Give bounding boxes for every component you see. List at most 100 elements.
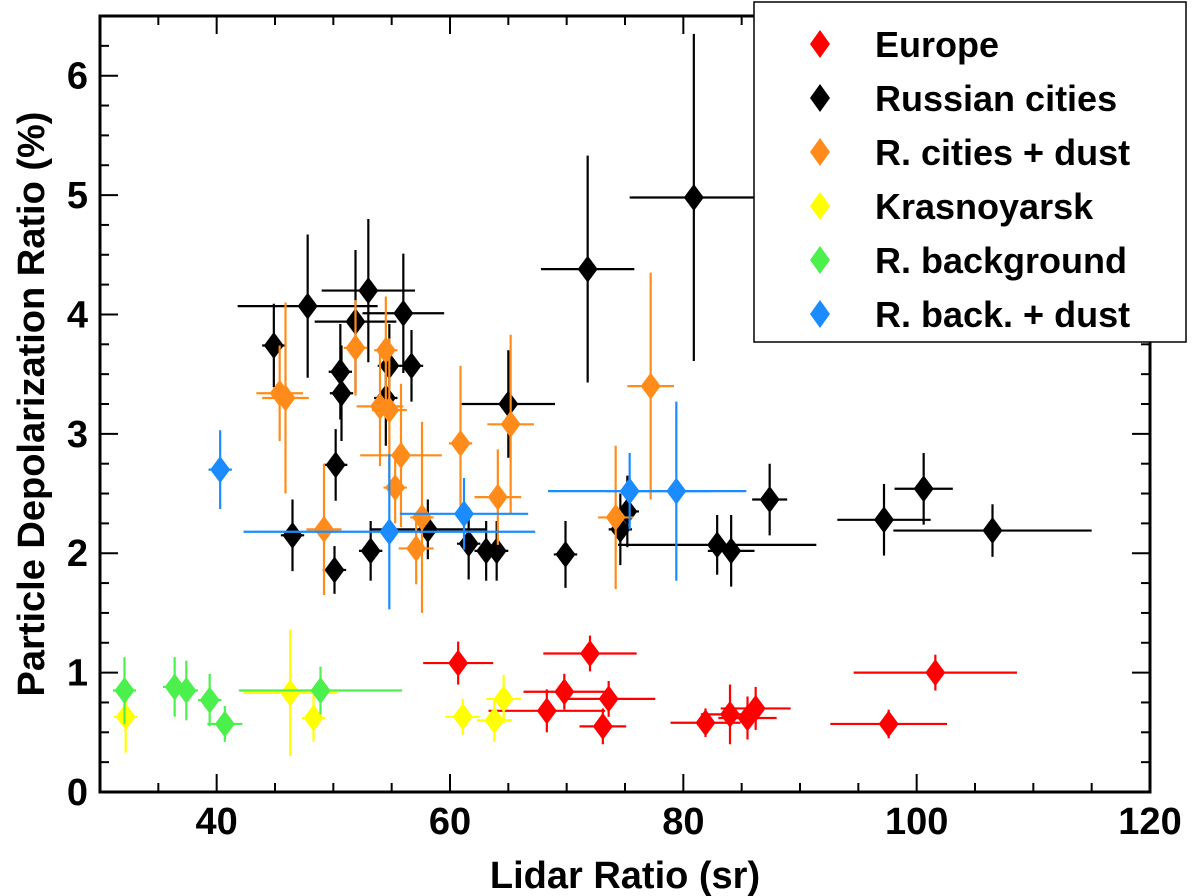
data-point [379, 518, 400, 546]
data-point [493, 685, 514, 713]
data-point [375, 336, 396, 364]
x-tick-label: 40 [196, 801, 238, 843]
legend-item: R. back. + dust [810, 294, 1130, 335]
data-point [401, 352, 422, 380]
data-point [874, 506, 894, 534]
x-tick-label: 100 [885, 801, 948, 843]
data-point [303, 704, 324, 732]
legend-marker [810, 246, 830, 274]
data-point [385, 474, 406, 502]
legend-item: R. background [810, 240, 1127, 281]
legend-label: Krasnoyarsk [875, 186, 1094, 227]
data-point [358, 277, 379, 305]
data-point [379, 396, 400, 424]
data-point [498, 390, 519, 418]
x-tick-label: 80 [662, 801, 704, 843]
data-point [878, 710, 899, 738]
y-tick-label: 2 [67, 533, 88, 575]
legend-marker [810, 192, 830, 220]
plot-area [112, 33, 1092, 757]
data-point [210, 456, 231, 484]
data-point [925, 659, 946, 687]
data-point [314, 515, 334, 543]
legend-item: Russian cities [810, 78, 1117, 119]
series-r-cities-dust [256, 272, 674, 613]
data-point [500, 410, 521, 438]
data-point [331, 379, 352, 407]
data-point [487, 483, 508, 511]
series-krasnoyarsk [114, 629, 522, 757]
data-point [605, 503, 626, 531]
data-point [484, 706, 505, 734]
data-point [391, 441, 411, 469]
legend-marker [810, 30, 830, 58]
x-tick-label: 120 [1118, 801, 1181, 843]
data-point [555, 540, 576, 568]
data-point [360, 537, 381, 565]
data-point [536, 697, 557, 725]
data-point [554, 678, 575, 706]
legend-marker [810, 300, 830, 328]
data-point [325, 451, 346, 479]
data-point [913, 475, 934, 503]
data-point [759, 486, 780, 514]
data-point [640, 372, 661, 400]
legend-item: R. cities + dust [810, 132, 1130, 173]
y-tick-label: 1 [67, 653, 88, 695]
data-point [345, 334, 366, 362]
x-tick-label: 60 [429, 801, 471, 843]
data-point [297, 292, 318, 320]
data-point [458, 530, 479, 558]
data-point [592, 712, 613, 740]
data-point [330, 358, 351, 386]
data-point [280, 679, 301, 707]
data-point [452, 703, 473, 731]
data-point [393, 299, 414, 327]
data-point [412, 503, 432, 531]
data-point [454, 500, 474, 528]
series-r-back-dust [208, 401, 747, 610]
data-point [580, 640, 600, 668]
data-point [666, 477, 687, 505]
y-tick-label: 4 [67, 294, 88, 336]
data-point [721, 537, 742, 565]
data-point [695, 709, 716, 737]
data-point [115, 703, 136, 731]
axes: 40 60 80 100 120 0 1 2 3 4 5 6 [67, 15, 1182, 843]
legend: Europe Russian cities R. cities + dust Kras… [753, 1, 1187, 343]
legend-label: Russian cities [875, 78, 1117, 119]
legend-label: R. background [875, 240, 1127, 281]
y-tick-label: 5 [67, 175, 88, 217]
data-point [598, 685, 619, 713]
data-point [683, 183, 704, 211]
legend-marker [810, 138, 830, 166]
y-axis-title: Particle Depolarization Ratio (%) [11, 112, 53, 697]
legend-label: R. back. + dust [875, 294, 1130, 335]
data-point [275, 384, 296, 412]
legend-item: Krasnoyarsk [810, 186, 1094, 227]
data-point [745, 694, 766, 722]
data-point [214, 710, 235, 738]
data-point [176, 677, 197, 705]
data-point [263, 332, 284, 360]
data-point [199, 686, 220, 714]
y-tick-label: 0 [67, 772, 88, 814]
x-axis-title: Lidar Ratio (sr) [490, 855, 760, 896]
legend-label: Europe [875, 24, 999, 65]
data-point [982, 517, 1003, 545]
y-tick-label: 3 [67, 414, 88, 456]
legend-label: R. cities + dust [875, 132, 1130, 173]
data-point [577, 255, 598, 283]
y-tick-label: 6 [67, 56, 88, 98]
data-point [406, 534, 427, 562]
legend-item: Europe [810, 24, 999, 65]
legend-marker [810, 84, 830, 112]
series-russian-cities [237, 33, 1092, 594]
legend-box [753, 1, 1187, 343]
series-r-background [112, 657, 403, 742]
data-point [324, 556, 345, 584]
series-europe [423, 635, 1017, 745]
data-point [448, 649, 469, 677]
data-point [486, 537, 507, 565]
